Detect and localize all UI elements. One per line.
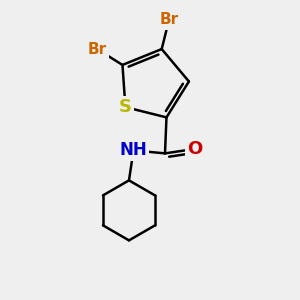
Text: Br: Br: [159, 13, 178, 28]
Text: O: O: [188, 140, 202, 158]
Text: Br: Br: [88, 41, 106, 56]
Text: S: S: [119, 98, 132, 116]
Text: NH: NH: [120, 141, 147, 159]
